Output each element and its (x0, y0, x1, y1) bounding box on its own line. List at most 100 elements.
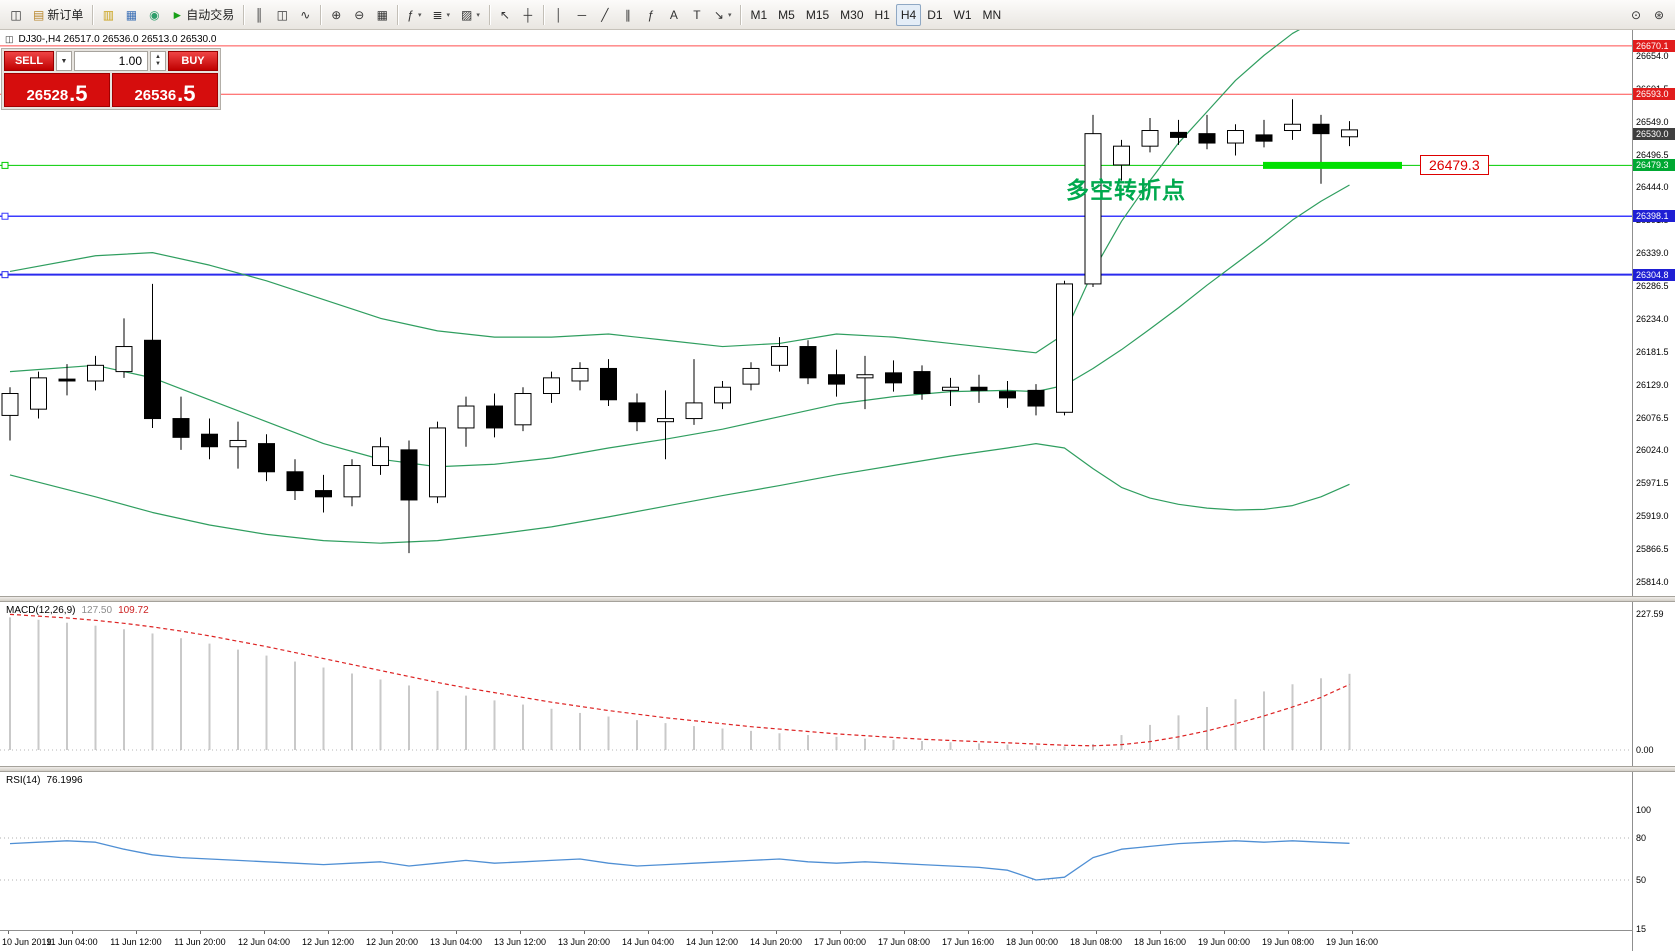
arrow-tools-button[interactable]: ↘ ▾ (709, 4, 737, 26)
tf-m30-button[interactable]: M30 (835, 4, 868, 26)
price-axis-label: 26024.0 (1636, 445, 1669, 456)
price-axis-label: 25919.0 (1636, 511, 1669, 522)
price-axis-label: 26181.5 (1636, 346, 1669, 357)
time-axis-label: 14 Jun 04:00 (621, 937, 675, 947)
alerts-button[interactable]: ◉ (143, 4, 165, 26)
trendline-button[interactable]: ╱ (594, 4, 616, 26)
text-button[interactable]: A (663, 4, 685, 26)
price-axis-label: 26496.5 (1636, 149, 1669, 160)
zoom-out-button[interactable]: ⊖ (348, 4, 370, 26)
time-axis-label: 19 Jun 16:00 (1325, 937, 1379, 947)
stepper-up-icon: ▲ (155, 53, 161, 60)
tf-m1-button[interactable]: M1 (745, 4, 772, 26)
dropdown-arrow-icon: ▾ (476, 11, 480, 19)
periods-icon: ≣ (432, 7, 443, 22)
bell-icon: ◉ (149, 7, 160, 22)
tf-mn-button[interactable]: MN (978, 4, 1007, 26)
fibonacci-button[interactable]: ƒ (640, 4, 662, 26)
line-chart-icon: ∿ (300, 7, 311, 22)
chart-line-button[interactable]: ∿ (294, 4, 316, 26)
price-axis-label: 100 (1636, 805, 1652, 815)
dropdown-arrow-icon: ▾ (727, 11, 732, 19)
horizontal-line-button[interactable]: ─ (571, 4, 593, 26)
new-order-button-label: 新订单 (47, 8, 84, 22)
macd-label: MACD(12,26,9) (6, 605, 76, 616)
sell-price-box[interactable]: 26528 .5 (4, 73, 110, 107)
zoom-in-button[interactable]: ⊕ (325, 4, 347, 26)
time-axis-label: 11 Jun 20:00 (174, 937, 226, 947)
magnifier-plus-icon: ⊛ (1653, 7, 1665, 22)
new-order-button[interactable]: ▤ 新订单 (28, 4, 88, 26)
highlighted-level-segment (1263, 161, 1402, 169)
chart-bars-button[interactable]: ║ (248, 4, 270, 26)
quick-nav-button[interactable]: ⊛ (1648, 4, 1670, 26)
label-button[interactable]: T (686, 4, 708, 26)
chart-ohlc-header: ◫ DJ30-,H4 26517.0 26536.0 26513.0 26530… (5, 34, 216, 45)
buy-price-box[interactable]: 26536 .5 (112, 73, 218, 107)
tf-m15-button[interactable]: M15 (801, 4, 834, 26)
charts-window-button[interactable]: ▦ (120, 4, 142, 26)
new-chart-button[interactable]: ◫ (5, 4, 27, 26)
toolbar-group-search: ⊙ ⊛ (1625, 4, 1670, 26)
channel-icon: ∥ (624, 7, 631, 22)
tf-m5-button[interactable]: M5 (773, 4, 800, 26)
chart-candles-button[interactable]: ◫ (271, 4, 293, 26)
time-axis-tick (1032, 931, 1033, 934)
autotrading-button-label: 自动交易 (186, 8, 235, 22)
rsi-panel[interactable] (0, 772, 1632, 930)
indicators-button[interactable]: ƒ ▾ (402, 4, 426, 26)
buy-button[interactable]: BUY (168, 51, 218, 71)
cursor-button[interactable]: ↖ (494, 4, 516, 26)
tf-w1-button[interactable]: W1 (949, 4, 977, 26)
tile-windows-button[interactable]: ▦ (371, 4, 393, 26)
toolbar: ◫ ▤ 新订单 ▥ ▦ ◉ ► 自动交易 ║ ◫ ∿ ⊕ ⊖ ▦ ƒ ▾ ≣ ▾ ▨ ▾ ↖ ┼ │ ─ ╱ ∥ ƒ A T ↘ ▾ M1 M5… (0, 0, 1675, 30)
time-axis-label: 12 Jun 20:00 (365, 937, 419, 947)
channel-button[interactable]: ∥ (617, 4, 639, 26)
time-axis-label: 12 Jun 12:00 (301, 937, 355, 947)
volume-input[interactable]: 1.00 (74, 51, 148, 71)
tf-w1-button-label: W1 (953, 7, 972, 22)
profiles-button[interactable]: ▥ (97, 4, 119, 26)
vertical-line-button[interactable]: │ (548, 4, 570, 26)
search-button[interactable]: ⊙ (1625, 4, 1647, 26)
time-axis-label: 13 Jun 04:00 (429, 937, 483, 947)
tf-d1-button[interactable]: D1 (922, 4, 947, 26)
templates-button[interactable]: ▨ ▾ (456, 4, 485, 26)
time-axis[interactable]: 10 Jun 2019 11 Jun 04:00 11 Jun 12:00 11 Ju… (0, 930, 1632, 951)
time-axis-tick (1288, 931, 1289, 934)
order-type-dropdown[interactable]: ▼ (56, 51, 72, 71)
time-axis-label: 19 Jun 08:00 (1261, 937, 1315, 947)
main-chart[interactable] (0, 30, 1632, 596)
tf-h1-button[interactable]: H1 (870, 4, 895, 26)
bollinger-upper (9, 30, 1301, 354)
chart-annotation-text[interactable]: 多空转折点 (1066, 177, 1186, 203)
tf-h4-button[interactable]: H4 (895, 3, 922, 26)
price-axis[interactable]: 26654.026601.526549.026496.526444.026391… (1632, 30, 1675, 951)
time-axis-tick (136, 931, 137, 934)
price-axis-label: 26129.0 (1636, 379, 1669, 390)
price-axis-label: 25866.5 (1636, 544, 1669, 555)
sell-button[interactable]: SELL (4, 51, 54, 71)
crosshair-button[interactable]: ┼ (517, 4, 539, 26)
autotrading-button[interactable]: ► 自动交易 (166, 4, 239, 26)
time-axis-tick (840, 931, 841, 934)
line-anchor-marker (1, 212, 9, 220)
level-callout-label[interactable]: 26479.3 (1420, 155, 1489, 175)
stepper-down-icon: ▼ (155, 61, 161, 67)
time-axis-tick (520, 931, 521, 934)
toolbar-group-zoom: ⊕ ⊖ ▦ (325, 4, 393, 26)
macd-panel[interactable] (0, 602, 1632, 766)
new-chart-icon: ◫ (10, 7, 22, 22)
price-tag: 26530.0 (1633, 127, 1675, 140)
bollinger-lower (9, 443, 1350, 544)
price-axis-label: 26076.5 (1636, 412, 1669, 423)
macd-main-value: 127.50 (81, 605, 113, 616)
periods-button[interactable]: ≣ ▾ (427, 4, 455, 26)
panel-divider[interactable] (0, 596, 1675, 602)
price-axis-label: 80 (1636, 833, 1647, 843)
volume-stepper[interactable]: ▲ ▼ (150, 51, 166, 71)
sell-price-pips: .5 (69, 81, 88, 106)
toolbar-separator (320, 4, 322, 25)
fibonacci-icon: ƒ (647, 7, 655, 22)
panel-divider[interactable] (0, 766, 1675, 772)
